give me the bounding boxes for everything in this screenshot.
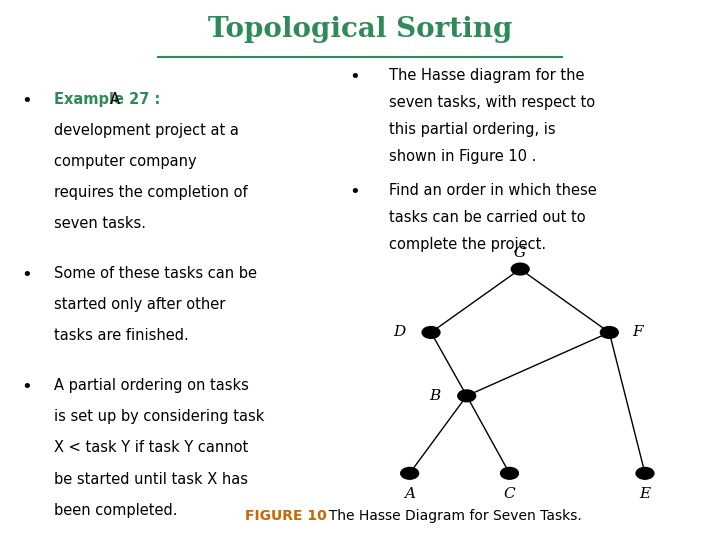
Text: E: E (639, 488, 651, 502)
Text: A: A (110, 91, 120, 106)
Text: shown in Figure 10 .: shown in Figure 10 . (389, 150, 536, 165)
Text: been completed.: been completed. (54, 503, 178, 518)
Text: tasks are finished.: tasks are finished. (54, 328, 189, 343)
Text: Find an order in which these: Find an order in which these (389, 183, 597, 198)
Text: is set up by considering task: is set up by considering task (54, 409, 264, 424)
Text: development project at a: development project at a (54, 123, 239, 138)
Text: tasks can be carried out to: tasks can be carried out to (389, 210, 585, 225)
Text: C: C (504, 488, 516, 502)
Text: Example 27 :: Example 27 : (54, 91, 166, 106)
Circle shape (401, 468, 418, 479)
Text: started only after other: started only after other (54, 297, 225, 312)
Text: G: G (514, 246, 526, 260)
Text: •: • (349, 183, 360, 201)
Circle shape (636, 468, 654, 479)
Text: seven tasks, with respect to: seven tasks, with respect to (389, 95, 595, 110)
Text: seven tasks.: seven tasks. (54, 217, 146, 231)
Text: B: B (429, 389, 440, 403)
Text: •: • (349, 68, 360, 86)
Text: requires the completion of: requires the completion of (54, 185, 248, 200)
Text: Some of these tasks can be: Some of these tasks can be (54, 266, 257, 281)
Text: this partial ordering, is: this partial ordering, is (389, 122, 555, 137)
Text: A partial ordering on tasks: A partial ordering on tasks (54, 378, 249, 393)
Circle shape (422, 327, 440, 339)
Text: •: • (21, 91, 32, 110)
Text: The Hasse Diagram for Seven Tasks.: The Hasse Diagram for Seven Tasks. (320, 509, 582, 523)
Circle shape (458, 390, 476, 402)
Text: •: • (21, 378, 32, 396)
Text: F: F (633, 326, 643, 340)
Text: computer company: computer company (54, 154, 197, 169)
Text: complete the project.: complete the project. (389, 237, 546, 252)
Text: FIGURE 10: FIGURE 10 (245, 509, 327, 523)
Text: X < task Y if task Y cannot: X < task Y if task Y cannot (54, 440, 248, 455)
Circle shape (600, 327, 618, 339)
Circle shape (511, 263, 529, 275)
Text: The Hasse diagram for the: The Hasse diagram for the (389, 68, 585, 83)
Text: be started until task X has: be started until task X has (54, 471, 248, 487)
Circle shape (500, 468, 518, 479)
Text: D: D (393, 326, 405, 340)
Text: •: • (21, 266, 32, 284)
Text: Topological Sorting: Topological Sorting (208, 16, 512, 43)
Text: A: A (404, 488, 415, 502)
